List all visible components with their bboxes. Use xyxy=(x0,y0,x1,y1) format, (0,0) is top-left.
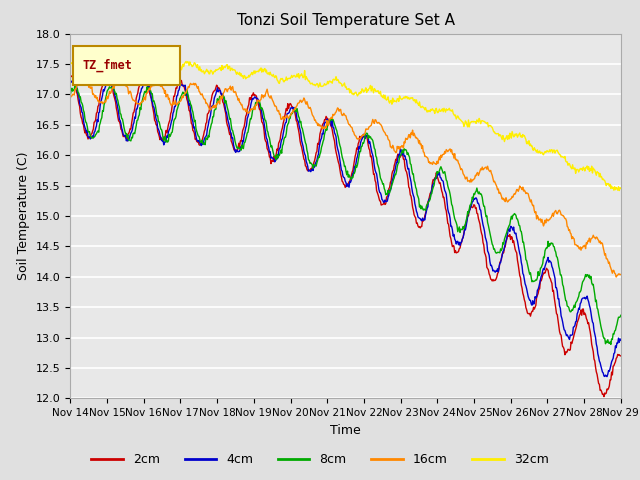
FancyBboxPatch shape xyxy=(73,47,180,84)
X-axis label: Time: Time xyxy=(330,424,361,437)
Text: TZ_fmet: TZ_fmet xyxy=(83,59,132,72)
Title: Tonzi Soil Temperature Set A: Tonzi Soil Temperature Set A xyxy=(237,13,454,28)
Y-axis label: Soil Temperature (C): Soil Temperature (C) xyxy=(17,152,30,280)
Legend: 2cm, 4cm, 8cm, 16cm, 32cm: 2cm, 4cm, 8cm, 16cm, 32cm xyxy=(86,448,554,471)
